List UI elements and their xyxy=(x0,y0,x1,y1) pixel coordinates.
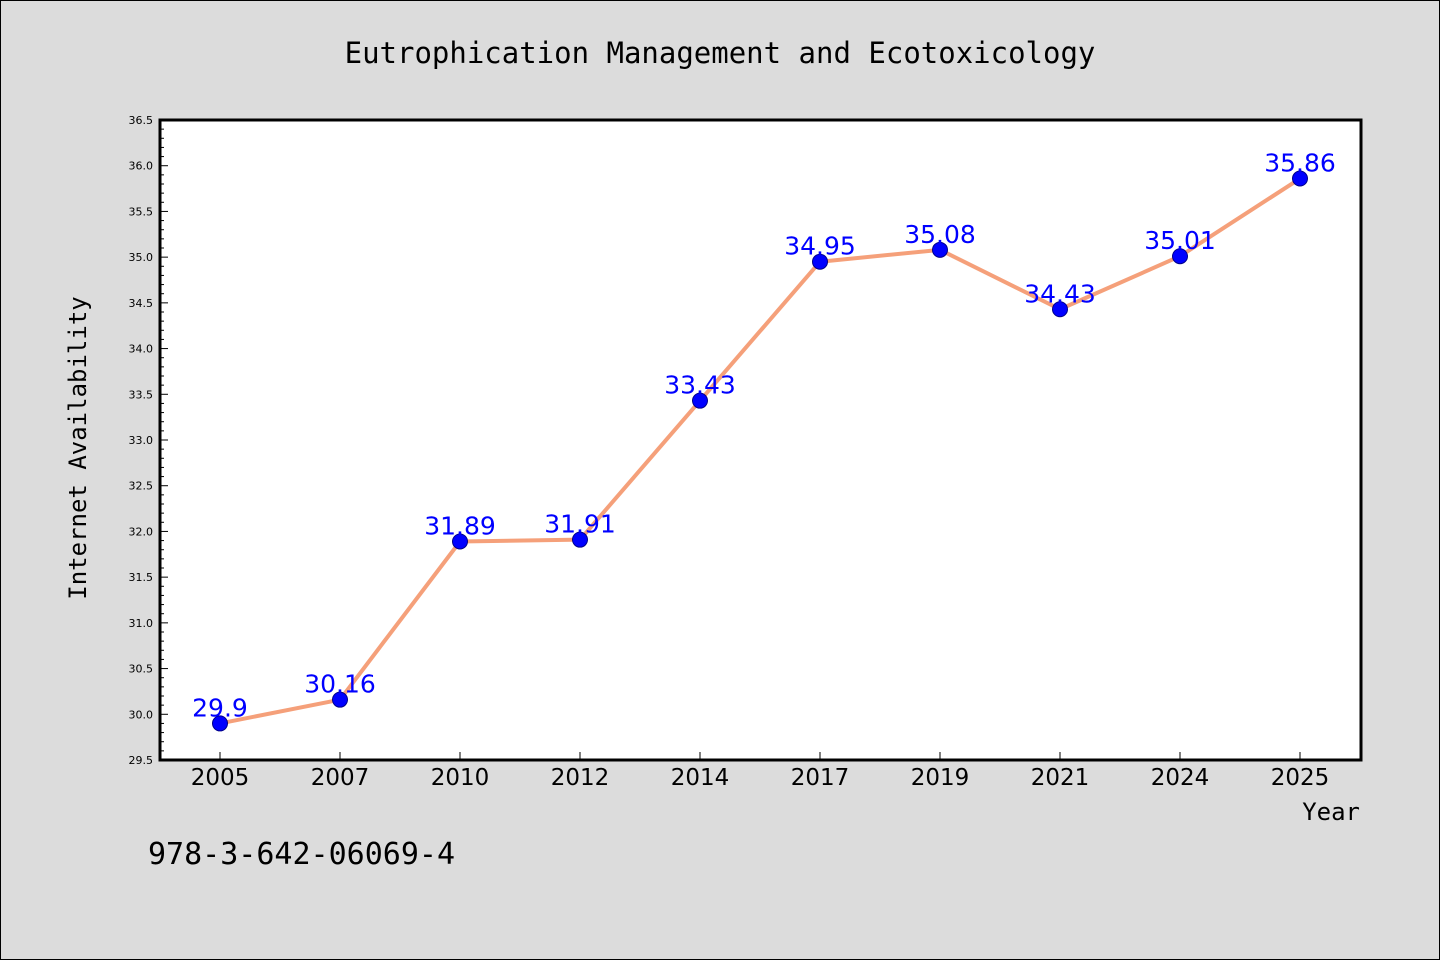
y-tick-label: 36.0 xyxy=(129,160,154,173)
y-tick-label: 35.5 xyxy=(129,205,154,218)
series-line xyxy=(219,176,1302,726)
data-point xyxy=(692,392,708,409)
x-tick-label: 2010 xyxy=(431,765,490,791)
x-tick-label: 2019 xyxy=(911,765,970,791)
data-label: 34.95 xyxy=(784,232,856,261)
data-label: 35.01 xyxy=(1144,226,1216,255)
y-tick-label: 29.5 xyxy=(129,754,154,767)
data-point xyxy=(1052,301,1068,318)
x-tick-label: 2012 xyxy=(551,765,610,791)
data-label: 35.08 xyxy=(904,220,976,249)
y-tick-label: 31.5 xyxy=(129,571,154,584)
data-label: 33.43 xyxy=(664,371,736,400)
data-series: 29.9 30.16 31.89 31.91 33.43 34.95 35.08 34.43 3… xyxy=(192,149,1336,732)
data-label: 29.9 xyxy=(192,693,248,722)
y-tick-label: 34.5 xyxy=(129,297,154,310)
data-label: 31.91 xyxy=(544,510,616,539)
data-point xyxy=(572,531,588,548)
data-point xyxy=(1172,248,1188,265)
plot-area xyxy=(158,118,1363,762)
y-tick-label: 30.5 xyxy=(129,663,154,676)
x-tick-label: 2017 xyxy=(791,765,850,791)
x-tick-label: 2025 xyxy=(1271,765,1330,791)
y-tick-label: 32.5 xyxy=(129,480,154,493)
data-point xyxy=(812,253,828,270)
data-point xyxy=(1292,170,1308,187)
data-point xyxy=(452,533,468,550)
y-tick-label: 33.0 xyxy=(129,434,154,447)
data-point xyxy=(932,241,948,258)
data-label: 34.43 xyxy=(1024,279,1096,308)
y-axis: 29.5 30.0 30.5 31.0 31.5 32.0 32.5 33.0 33.5 34.0… xyxy=(129,114,168,767)
data-point xyxy=(212,715,228,732)
y-tick-label: 30.0 xyxy=(129,708,154,721)
y-tick-label: 36.5 xyxy=(129,114,154,127)
x-tick-label: 2021 xyxy=(1031,765,1090,791)
data-label: 35.86 xyxy=(1264,149,1336,178)
x-axis-label: Year xyxy=(1302,798,1360,826)
data-label: 31.89 xyxy=(424,511,496,540)
x-axis: 2005 2007 2010 2012 2014 2017 2019 2021 2024 2025 xyxy=(191,752,1330,791)
y-tick-label: 33.5 xyxy=(129,388,154,401)
y-tick-label: 32.0 xyxy=(129,525,154,538)
y-tick-label: 34.0 xyxy=(129,343,154,356)
y-tick-label: 35.0 xyxy=(129,251,154,264)
y-axis-label: Internet Availability xyxy=(64,296,92,599)
x-tick-label: 2014 xyxy=(671,765,730,791)
footnote-isbn: 978-3-642-06069-4 xyxy=(148,837,455,872)
data-label: 30.16 xyxy=(304,670,376,699)
x-tick-label: 2024 xyxy=(1151,765,1210,791)
data-point xyxy=(332,691,348,708)
x-tick-label: 2007 xyxy=(311,765,370,791)
x-tick-label: 2005 xyxy=(191,765,250,791)
chart-title: Eutrophication Management and Ecotoxicol… xyxy=(345,36,1096,70)
y-tick-label: 31.0 xyxy=(129,617,154,630)
